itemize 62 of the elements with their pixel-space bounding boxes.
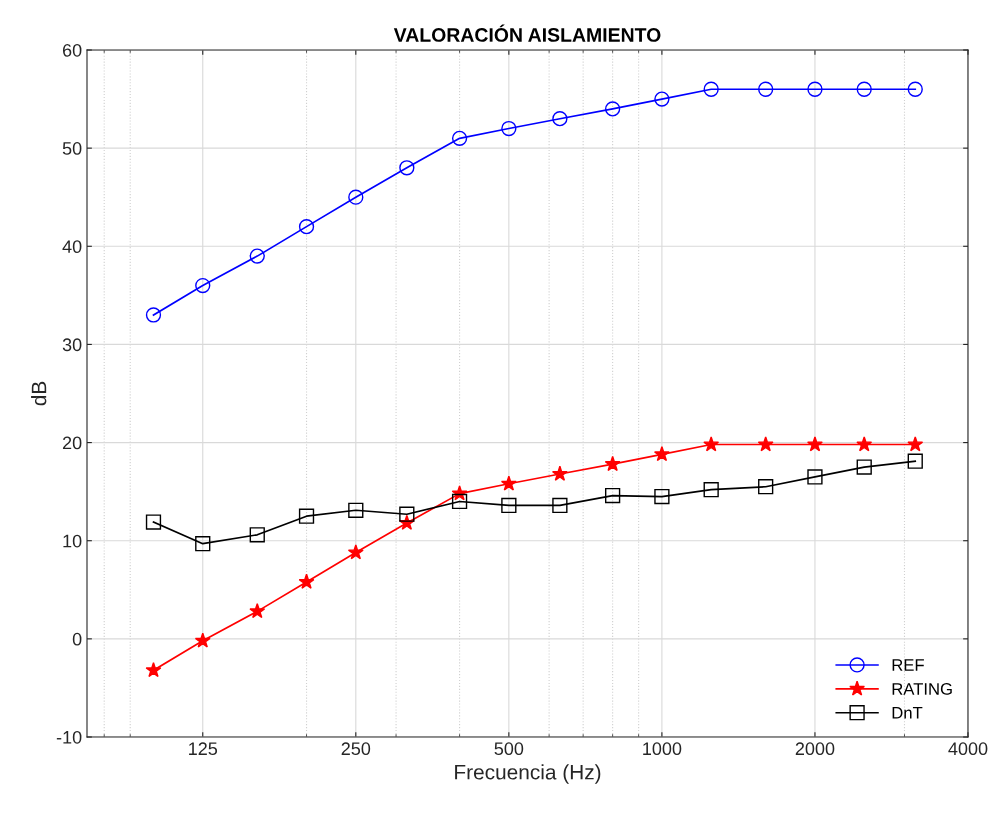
point [399, 160, 415, 176]
point [195, 277, 211, 294]
point [500, 475, 517, 491]
point [856, 436, 873, 452]
chart-title: VALORACIÓN AISLAMIENTO [393, 24, 661, 42]
point [348, 502, 364, 518]
point [907, 436, 924, 452]
y-tick-label: 40 [62, 240, 82, 254]
x-tick-label: 4000 [948, 742, 988, 756]
point [298, 219, 315, 235]
y-axis-title: dB [31, 381, 47, 406]
x-tick-label: 2000 [795, 742, 835, 756]
point [653, 446, 670, 462]
point [194, 632, 211, 648]
y-tick-label: 60 [62, 43, 82, 57]
legend-label: REF [892, 659, 924, 671]
y-tick-label: 0 [72, 632, 82, 646]
point [145, 307, 162, 323]
point [907, 453, 923, 469]
point [604, 101, 621, 117]
legend-label: RATING [892, 683, 952, 695]
point [501, 120, 517, 137]
x-axis-title: Frecuencia (Hz) [455, 764, 601, 784]
point [654, 91, 670, 107]
point [551, 465, 568, 481]
point [451, 130, 468, 146]
x-tick-label: 250 [341, 742, 371, 756]
point [249, 248, 265, 264]
point [552, 111, 568, 127]
point [347, 544, 364, 560]
legend-label: DnT [892, 707, 923, 719]
point [451, 493, 468, 510]
point [298, 508, 315, 524]
y-tick-label: -10 [56, 730, 82, 744]
y-tick-label: 10 [63, 534, 82, 548]
point [145, 661, 162, 678]
point [654, 488, 670, 505]
point [399, 506, 415, 522]
point [807, 81, 823, 97]
point [552, 497, 568, 514]
point [501, 497, 517, 514]
point [856, 459, 872, 475]
x-tick-label: 1000 [643, 742, 682, 756]
point [604, 455, 621, 472]
point [806, 436, 823, 452]
x-tick-label: 500 [494, 742, 524, 756]
point [249, 527, 265, 543]
y-tick-label: 20 [62, 436, 82, 450]
y-tick-label: 30 [62, 338, 82, 352]
point [604, 487, 621, 504]
point [907, 81, 923, 97]
point [145, 514, 162, 530]
point [703, 482, 719, 498]
point [348, 189, 364, 205]
point [298, 573, 315, 589]
point [703, 436, 720, 452]
x-tick-label: 125 [189, 742, 218, 756]
point [195, 536, 211, 552]
point [856, 81, 872, 97]
y-tick-label: 50 [62, 142, 82, 155]
point [807, 469, 823, 485]
point [703, 81, 719, 97]
